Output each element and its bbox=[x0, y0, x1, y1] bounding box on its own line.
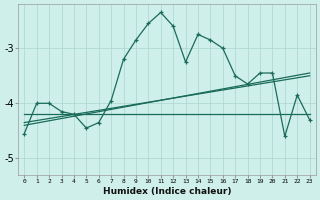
X-axis label: Humidex (Indice chaleur): Humidex (Indice chaleur) bbox=[103, 187, 231, 196]
